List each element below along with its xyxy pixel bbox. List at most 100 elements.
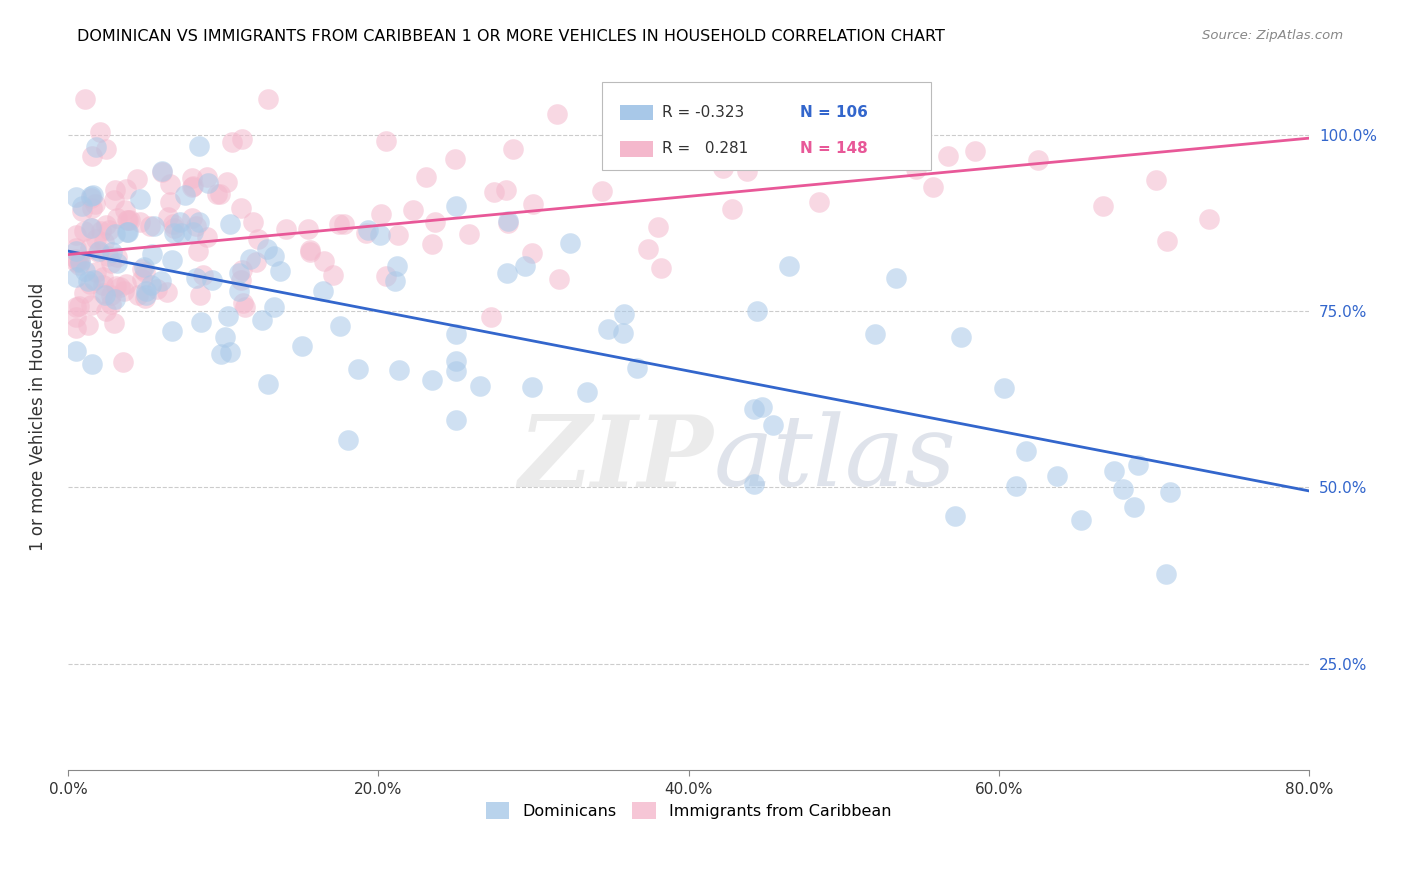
Point bbox=[69, 255, 91, 269]
Point bbox=[117, 212, 139, 227]
Point bbox=[1091, 199, 1114, 213]
Point bbox=[444, 199, 467, 213]
Point bbox=[181, 211, 204, 225]
Point bbox=[83, 272, 105, 286]
Y-axis label: 1 or more Vehicles in Household: 1 or more Vehicles in Household bbox=[30, 283, 46, 551]
Point bbox=[152, 165, 174, 179]
Text: N = 148: N = 148 bbox=[800, 142, 868, 156]
Point bbox=[77, 274, 100, 288]
Point bbox=[375, 268, 398, 283]
Point bbox=[128, 192, 150, 206]
Point bbox=[65, 254, 87, 268]
Point bbox=[146, 282, 169, 296]
Point bbox=[100, 288, 122, 302]
Point bbox=[173, 188, 195, 202]
Point bbox=[79, 189, 101, 203]
Point bbox=[387, 259, 409, 273]
Point bbox=[149, 274, 172, 288]
Point bbox=[197, 176, 219, 190]
Point bbox=[336, 434, 359, 448]
Point bbox=[103, 316, 125, 330]
Point bbox=[115, 226, 138, 240]
Point bbox=[105, 255, 128, 269]
Point bbox=[328, 218, 350, 232]
Point bbox=[1015, 444, 1038, 458]
Point bbox=[65, 190, 87, 204]
Point bbox=[188, 288, 211, 302]
Point bbox=[747, 303, 769, 318]
Point bbox=[1070, 513, 1092, 527]
Point bbox=[157, 210, 180, 224]
Point bbox=[111, 355, 134, 369]
Point bbox=[131, 272, 153, 286]
Point bbox=[905, 139, 928, 153]
Point bbox=[80, 149, 103, 163]
Point bbox=[129, 215, 152, 229]
Point bbox=[513, 259, 536, 273]
Point bbox=[886, 270, 908, 285]
Point bbox=[80, 221, 103, 235]
Point bbox=[778, 260, 800, 274]
Point bbox=[495, 183, 517, 197]
Point bbox=[420, 237, 443, 252]
Point bbox=[82, 220, 104, 235]
Point bbox=[522, 245, 544, 260]
Point bbox=[160, 252, 183, 267]
Point bbox=[263, 249, 285, 263]
Point bbox=[591, 184, 613, 198]
Point bbox=[936, 149, 959, 163]
Point bbox=[388, 363, 411, 377]
Point bbox=[97, 249, 120, 263]
FancyBboxPatch shape bbox=[620, 141, 652, 157]
Point bbox=[354, 226, 377, 240]
Point bbox=[100, 255, 122, 269]
Point bbox=[1159, 485, 1181, 500]
Point bbox=[115, 213, 138, 227]
Point bbox=[208, 186, 231, 201]
Point bbox=[184, 219, 207, 234]
Point bbox=[468, 379, 491, 393]
Point bbox=[256, 92, 278, 106]
Point bbox=[184, 270, 207, 285]
Point bbox=[721, 202, 744, 216]
Point bbox=[444, 326, 467, 341]
Point bbox=[482, 185, 505, 199]
Point bbox=[90, 223, 112, 237]
Point bbox=[647, 220, 669, 235]
Point bbox=[67, 258, 90, 272]
Point bbox=[209, 347, 232, 361]
Point bbox=[180, 171, 202, 186]
Text: R = -0.323: R = -0.323 bbox=[662, 105, 745, 120]
Point bbox=[1144, 173, 1167, 187]
Point bbox=[94, 304, 117, 318]
Point bbox=[191, 268, 214, 282]
Point bbox=[808, 195, 831, 210]
Point bbox=[98, 223, 121, 237]
Point bbox=[965, 144, 987, 158]
Point bbox=[65, 241, 87, 255]
Point bbox=[735, 164, 758, 178]
Point bbox=[65, 310, 87, 324]
Point bbox=[312, 284, 335, 298]
Point bbox=[905, 162, 928, 177]
Point bbox=[370, 207, 392, 221]
Point bbox=[1154, 566, 1177, 581]
Point bbox=[96, 143, 118, 157]
Point bbox=[803, 138, 825, 153]
Point bbox=[195, 169, 218, 184]
Point bbox=[897, 92, 920, 106]
Point bbox=[245, 254, 267, 268]
Point bbox=[150, 164, 173, 178]
Point bbox=[444, 152, 467, 166]
Point bbox=[329, 318, 352, 333]
Point bbox=[659, 135, 682, 149]
Point bbox=[70, 203, 93, 218]
Point bbox=[824, 150, 846, 164]
Point bbox=[162, 217, 184, 231]
Point bbox=[375, 134, 398, 148]
Point bbox=[94, 287, 117, 301]
Point bbox=[156, 285, 179, 300]
Point bbox=[423, 214, 446, 228]
Point bbox=[496, 266, 519, 280]
Point bbox=[415, 169, 437, 184]
